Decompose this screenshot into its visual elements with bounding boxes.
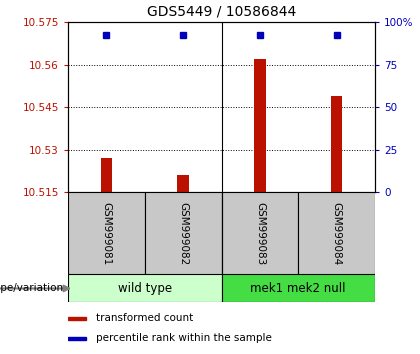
Text: GSM999083: GSM999083 [255, 202, 265, 265]
Bar [254, 59, 265, 193]
Text: transformed count: transformed count [96, 313, 193, 324]
Bar [68, 317, 87, 320]
Bar [68, 193, 145, 274]
Bar [68, 274, 221, 302]
Title: GDS5449 / 10586844: GDS5449 / 10586844 [147, 4, 296, 18]
Bar [68, 337, 87, 340]
Text: GSM999081: GSM999081 [101, 202, 111, 265]
Text: GSM999082: GSM999082 [178, 202, 188, 265]
Bar [221, 274, 375, 302]
Text: GSM999084: GSM999084 [332, 202, 341, 265]
Bar [145, 193, 221, 274]
Bar [221, 193, 298, 274]
Text: genotype/variation: genotype/variation [0, 284, 64, 293]
Text: mek1 mek2 null: mek1 mek2 null [250, 282, 346, 295]
Text: percentile rank within the sample: percentile rank within the sample [96, 333, 271, 343]
Bar [331, 96, 342, 193]
Text: wild type: wild type [118, 282, 172, 295]
Bar [101, 158, 112, 193]
Bar [298, 193, 375, 274]
Bar [177, 176, 189, 193]
